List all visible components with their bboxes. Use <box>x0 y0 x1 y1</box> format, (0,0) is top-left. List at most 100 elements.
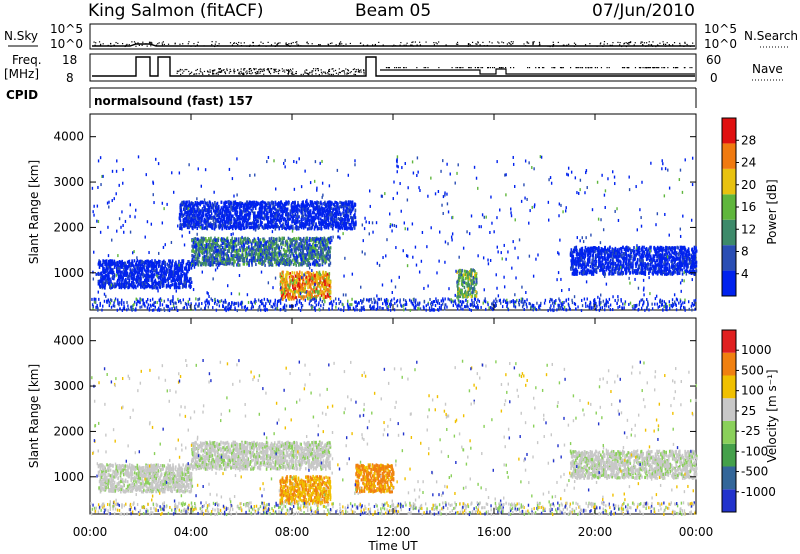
scatter-cell <box>269 262 272 267</box>
nsearch-point <box>621 45 623 48</box>
nave-point <box>290 70 292 72</box>
scatter-cell <box>289 262 292 266</box>
nsearch-point <box>589 43 591 45</box>
scatter-cell <box>121 276 123 281</box>
scatter-cell <box>227 242 230 246</box>
scatter-cell <box>336 210 339 214</box>
scatter-cell <box>264 258 267 263</box>
nsearch-point <box>471 45 473 47</box>
scatter-cell <box>214 205 217 210</box>
nsearch-point <box>99 44 102 47</box>
scatter-cell <box>284 280 287 284</box>
scatter-cell <box>313 276 316 280</box>
scatter-cell <box>136 284 139 288</box>
nsearch-point <box>419 41 421 43</box>
nsearch-point <box>416 44 418 46</box>
scatter-cell <box>109 266 111 270</box>
scatter-cell <box>306 241 308 246</box>
scatter-cell <box>220 206 223 210</box>
nsearch-point <box>625 42 627 44</box>
nsearch-point <box>307 43 309 45</box>
scatter-cell <box>230 238 233 242</box>
scatter-cell <box>103 277 105 281</box>
scatter-cell <box>240 242 243 246</box>
scatter-cell <box>321 206 324 211</box>
scatter-cell <box>292 292 294 296</box>
scatter-cell <box>100 275 102 279</box>
scatter-cell <box>159 282 162 286</box>
scatter-cell <box>187 279 189 283</box>
scatter-cell <box>199 246 201 251</box>
scatter-cell <box>193 255 195 259</box>
nave-point <box>663 67 665 69</box>
scatter-cell <box>127 275 130 279</box>
freq-frame <box>89 53 697 82</box>
scatter-cell <box>215 238 217 242</box>
scatter-cell <box>340 201 343 205</box>
scatter-cell <box>193 203 196 207</box>
scatter-cell <box>278 227 281 231</box>
scatter-cell <box>285 276 287 280</box>
scatter-cell <box>279 280 282 284</box>
scatter-cell <box>309 290 312 294</box>
scatter-cell <box>261 257 263 262</box>
scatter-cell <box>304 271 307 275</box>
scatter-cell <box>238 255 241 260</box>
nave-point <box>477 67 479 69</box>
nsearch-point <box>395 45 397 47</box>
scatter-cell <box>198 207 200 212</box>
scatter-cell <box>236 210 239 214</box>
scatter-cell <box>236 251 238 255</box>
scatter-cell <box>170 269 173 273</box>
scatter-cell <box>305 205 307 209</box>
scatter-cell <box>230 224 233 229</box>
scatter-cell <box>176 269 178 273</box>
scatter-cell <box>203 261 205 265</box>
cpid-value: normalsound (fast) 157 <box>94 94 253 108</box>
scatter-cell <box>325 213 327 217</box>
scatter-cell <box>121 263 124 268</box>
scatter-cell <box>188 277 191 281</box>
scatter-cell <box>129 268 132 272</box>
scatter-cell <box>155 283 157 288</box>
scatter-cell <box>288 257 291 261</box>
nsearch-point <box>141 44 143 46</box>
nsearch-point <box>300 45 302 47</box>
scatter-cell <box>312 274 315 278</box>
scatter-cell <box>199 261 202 265</box>
scatter-cell <box>325 251 328 256</box>
nsearch-point <box>455 43 458 45</box>
scatter-cell <box>289 244 292 248</box>
scatter-cell <box>123 267 125 272</box>
nave-point <box>332 73 334 76</box>
scatter-cell <box>104 269 107 274</box>
scatter-cell <box>100 280 103 284</box>
scatter-cell <box>159 275 162 279</box>
nave-point <box>627 67 629 69</box>
scatter-cell <box>295 263 298 267</box>
scatter-cell <box>99 260 101 264</box>
scatter-cell <box>107 272 110 276</box>
scatter-cell <box>302 261 304 265</box>
scatter-cell <box>104 283 107 287</box>
nsearch-point <box>648 44 650 46</box>
nsearch-point <box>640 42 642 44</box>
scatter-cell <box>255 214 257 218</box>
scatter-cell <box>328 283 331 288</box>
scatter-cell <box>293 277 296 281</box>
scatter-cell <box>355 223 357 227</box>
scatter-cell <box>266 211 268 215</box>
scatter-cell <box>290 206 293 210</box>
scatter-cell <box>197 263 200 267</box>
nave-point <box>317 68 319 70</box>
scatter-cell <box>250 222 252 226</box>
scatter-cell <box>325 280 328 284</box>
scatter-cell <box>287 254 289 258</box>
nsearch-point <box>630 41 632 43</box>
scatter-cell <box>289 281 292 285</box>
scatter-cell <box>338 217 341 222</box>
nave-point <box>291 73 293 75</box>
scatter-cell <box>283 288 286 292</box>
nave-point <box>249 68 252 70</box>
scatter-cell <box>325 226 328 230</box>
